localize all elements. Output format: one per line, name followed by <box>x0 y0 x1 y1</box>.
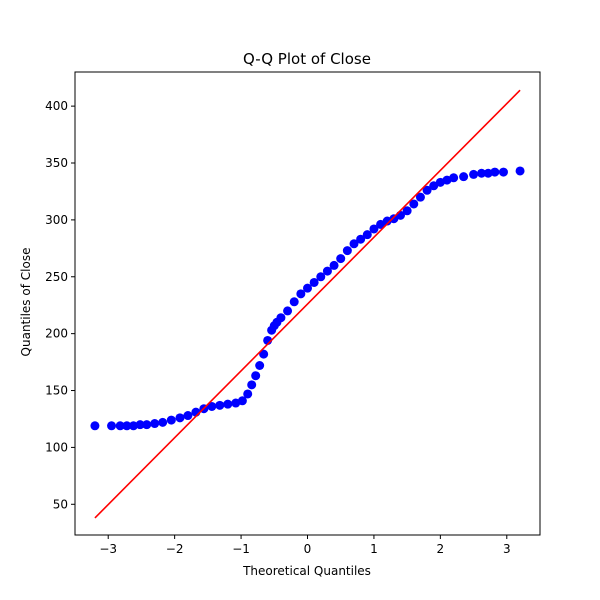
data-point <box>128 421 138 431</box>
data-point <box>255 360 265 370</box>
data-point <box>329 260 339 270</box>
data-point <box>422 185 432 195</box>
data-point <box>247 380 257 390</box>
data-point <box>483 168 493 178</box>
data-point <box>342 246 352 256</box>
reference-line <box>94 89 521 519</box>
data-point <box>122 421 132 431</box>
data-point <box>296 289 306 299</box>
data-point <box>515 166 525 176</box>
data-point <box>259 349 269 359</box>
data-point <box>166 415 176 425</box>
data-point <box>490 167 500 177</box>
data-point <box>449 173 459 183</box>
data-point <box>303 283 312 293</box>
data-point <box>237 396 247 406</box>
data-point <box>251 371 261 381</box>
data-point <box>142 420 152 430</box>
data-point <box>150 419 160 429</box>
data-point <box>477 168 487 178</box>
data-point <box>276 313 286 323</box>
plot-area <box>90 89 525 519</box>
data-point <box>90 421 100 431</box>
data-point <box>322 266 332 276</box>
y-tick-label: 50 <box>53 497 68 511</box>
data-point <box>115 421 125 431</box>
y-tick-label: 300 <box>45 213 68 227</box>
x-tick-label: 3 <box>503 542 511 556</box>
data-point <box>498 167 508 177</box>
x-tick-label: −2 <box>166 542 184 556</box>
y-tick-label: 200 <box>45 327 68 341</box>
data-point <box>158 417 168 427</box>
data-point <box>289 297 299 307</box>
data-point <box>376 219 386 229</box>
data-point <box>207 401 217 411</box>
data-point <box>135 420 145 430</box>
y-tick-label: 250 <box>45 270 68 284</box>
y-tick-label: 350 <box>45 156 68 170</box>
chart-title: Q-Q Plot of Close <box>243 50 371 68</box>
data-point <box>429 181 439 191</box>
data-point <box>336 254 346 264</box>
x-tick-label: 1 <box>370 542 378 556</box>
y-tick-label: 150 <box>45 384 68 398</box>
x-tick-label: 0 <box>304 542 312 556</box>
y-axis-title: Quantiles of Close <box>19 248 33 357</box>
x-axis-title: Theoretical Quantiles <box>242 564 371 578</box>
data-point <box>309 277 319 287</box>
data-point <box>369 224 379 234</box>
data-point <box>356 234 366 244</box>
y-tick-label: 400 <box>45 99 68 113</box>
data-point <box>215 400 225 410</box>
data-point <box>402 206 412 216</box>
data-point <box>469 169 479 179</box>
data-point <box>243 389 253 399</box>
x-tick-label: −1 <box>232 542 250 556</box>
y-tick-label: 100 <box>45 440 68 454</box>
x-tick-label: −3 <box>99 542 117 556</box>
data-point <box>183 411 193 421</box>
data-point <box>283 306 293 316</box>
x-tick-label: 2 <box>437 542 445 556</box>
data-point <box>175 413 185 423</box>
data-point <box>349 239 359 249</box>
data-point <box>389 214 399 224</box>
data-point <box>223 399 233 409</box>
data-point <box>409 199 419 209</box>
data-point <box>316 272 326 282</box>
data-point <box>459 172 469 182</box>
data-point <box>107 421 117 431</box>
data-point <box>415 192 425 202</box>
data-point <box>362 230 372 240</box>
